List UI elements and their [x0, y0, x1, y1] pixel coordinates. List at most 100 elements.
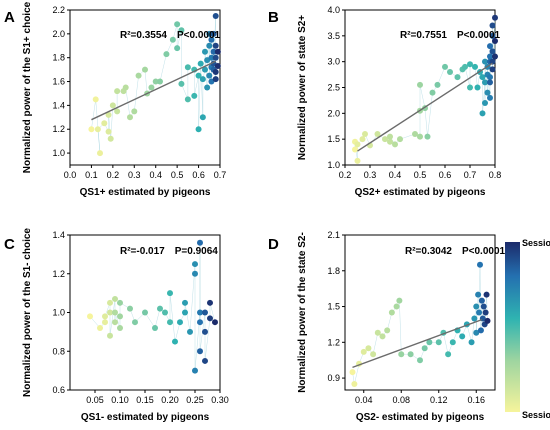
data-point	[148, 84, 155, 91]
x-tick-label: 0.4	[149, 170, 162, 180]
data-point	[479, 74, 486, 81]
data-point	[192, 270, 198, 277]
data-point	[112, 309, 118, 316]
data-point	[382, 136, 388, 143]
data-point	[169, 36, 176, 43]
data-point	[202, 328, 208, 335]
y-tick-label: 0.9	[327, 373, 340, 383]
data-point	[127, 114, 133, 121]
data-point	[177, 319, 183, 326]
data-point	[192, 261, 198, 268]
y-tick-label: 1.2	[327, 337, 340, 347]
data-point	[387, 138, 393, 145]
y-tick-label: 0.8	[52, 346, 65, 356]
data-point	[202, 48, 208, 55]
data-point	[172, 338, 178, 345]
x-tick-label: 0.4	[389, 170, 402, 180]
data-point	[421, 345, 428, 352]
panel-label: B	[268, 9, 279, 26]
data-point	[112, 295, 118, 302]
data-point	[162, 309, 168, 316]
data-point	[197, 309, 203, 316]
data-point	[135, 72, 142, 79]
data-point	[105, 111, 112, 118]
data-point	[473, 303, 480, 310]
x-tick-label: 0.10	[111, 395, 129, 405]
data-point	[107, 135, 114, 142]
x-tick-label: 0.08	[392, 395, 410, 405]
colorbar-bottom-label: Session 1	[522, 410, 550, 420]
x-tick-label: 0.16	[467, 395, 485, 405]
x-tick-label: 0.2	[107, 170, 120, 180]
data-point	[208, 54, 215, 61]
data-point	[362, 131, 368, 137]
y-tick-label: 2.0	[327, 108, 340, 118]
data-point	[142, 309, 148, 316]
x-axis-label: QS2- estimated by pigeons	[356, 412, 485, 423]
data-point	[393, 303, 400, 310]
y-tick-label: 1.8	[327, 266, 340, 276]
data-point	[107, 309, 113, 316]
x-axis-label: QS1- estimated by pigeons	[81, 412, 210, 423]
data-point	[489, 66, 496, 73]
data-point	[167, 319, 173, 326]
data-point	[101, 120, 108, 127]
x-tick-label: 0.04	[355, 395, 373, 405]
data-point	[157, 78, 163, 85]
x-tick-label: 0.12	[430, 395, 448, 405]
data-point	[374, 131, 381, 137]
y-tick-label: 4.0	[327, 5, 340, 15]
data-point	[204, 84, 211, 91]
data-point	[214, 48, 221, 55]
session-trace	[91, 15, 219, 154]
data-point	[454, 74, 461, 81]
r-squared: R²=-0.017	[120, 246, 165, 257]
data-point	[114, 88, 121, 95]
data-point	[187, 328, 193, 335]
plot-frame	[344, 234, 496, 391]
y-tick-label: 1.2	[52, 124, 65, 134]
data-point	[480, 303, 487, 310]
data-point	[105, 128, 112, 135]
data-point	[426, 339, 433, 346]
data-point	[87, 313, 93, 320]
data-point	[184, 96, 191, 103]
data-point	[197, 319, 203, 326]
data-point	[484, 89, 491, 96]
data-point	[210, 48, 217, 55]
data-point	[107, 332, 113, 339]
y-tick-label: 1.2	[52, 269, 65, 279]
data-point	[212, 319, 218, 326]
data-point	[374, 329, 381, 336]
data-point	[442, 63, 448, 70]
regression-line	[352, 318, 483, 369]
data-point	[370, 351, 377, 358]
p-value: P<0.0001	[177, 30, 221, 41]
p-value: P<0.0001	[462, 246, 506, 257]
data-point	[352, 146, 358, 153]
data-point	[206, 72, 213, 79]
data-point	[182, 309, 188, 316]
data-point	[157, 305, 163, 312]
data-point	[417, 133, 423, 140]
y-axis-label: Normalized power of the state S2-	[297, 232, 308, 393]
data-point	[487, 94, 493, 101]
regression-line	[91, 60, 217, 121]
y-tick-label: 0.6	[52, 385, 65, 395]
data-point	[174, 21, 181, 28]
data-point	[195, 126, 202, 133]
data-point	[434, 81, 441, 88]
data-point	[178, 80, 185, 87]
data-point	[94, 126, 101, 133]
data-point	[197, 348, 203, 355]
data-point	[191, 92, 198, 99]
x-tick-label: 0.0	[64, 170, 77, 180]
data-point	[208, 36, 215, 43]
data-point	[387, 133, 393, 140]
colorbar-gradient	[505, 242, 520, 412]
data-point	[365, 345, 372, 352]
data-point	[117, 325, 123, 331]
x-tick-label: 0.1	[85, 170, 98, 180]
regression-line	[357, 62, 493, 152]
r-squared: R²=0.3554	[120, 30, 167, 41]
